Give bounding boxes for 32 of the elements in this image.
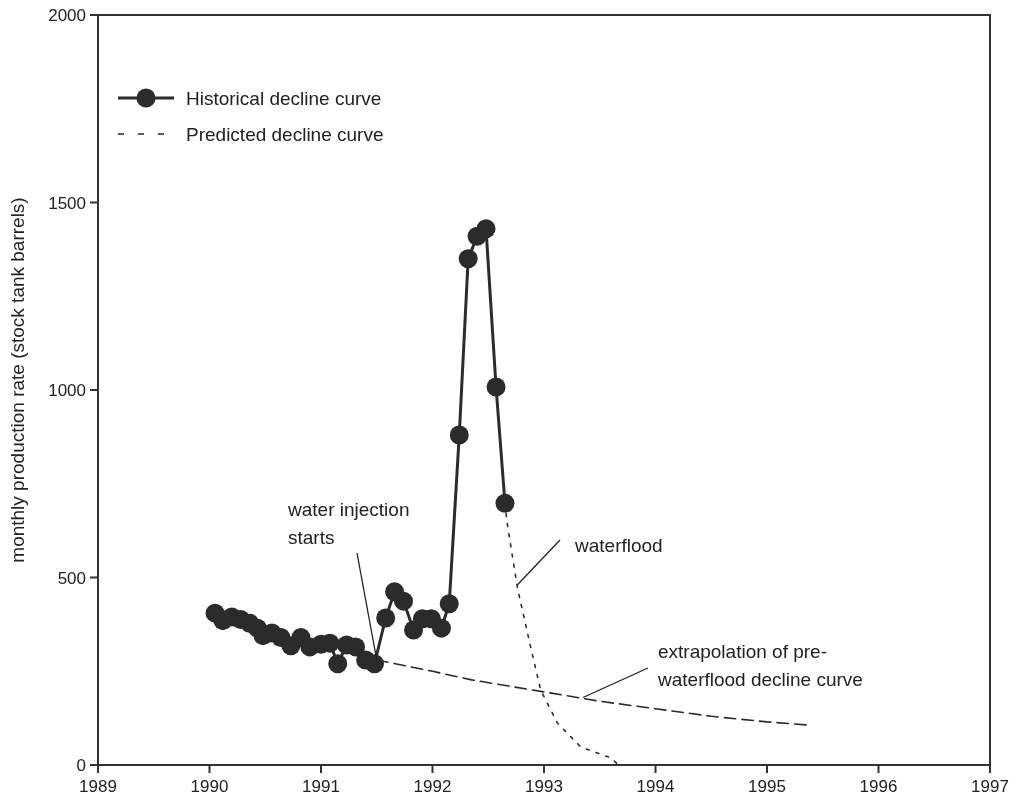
- point: [495, 493, 515, 513]
- point: [365, 654, 385, 674]
- y-tick-label: 1500: [48, 193, 86, 213]
- point: [376, 608, 396, 628]
- y-axis-title: monthly production rate (stock tank barrels): [7, 197, 28, 563]
- point: [449, 425, 469, 445]
- legend-label: Predicted decline curve: [186, 124, 384, 145]
- x-tick-label: 1994: [636, 777, 675, 796]
- annotation: water injection starts: [287, 499, 410, 548]
- legend-label: Historical decline curve: [186, 88, 382, 109]
- x-tick-label: 1991: [302, 777, 340, 796]
- x-tick-label: 1995: [748, 777, 786, 796]
- annotation: waterflood: [574, 535, 663, 556]
- x-tick-label: 1989: [79, 777, 117, 796]
- point: [394, 591, 414, 611]
- point: [476, 219, 496, 239]
- y-tick-label: 500: [57, 568, 86, 588]
- point: [439, 594, 459, 614]
- point: [458, 249, 478, 269]
- y-tick-label: 1000: [48, 381, 86, 400]
- x-tick-label: 1996: [859, 777, 898, 796]
- annotation: extrapolation of pre-waterflood decline curve: [657, 641, 863, 690]
- point: [431, 618, 451, 638]
- point: [486, 377, 506, 397]
- y-tick-label: 2000: [48, 6, 86, 25]
- x-tick-label: 1992: [413, 777, 452, 796]
- y-tick-label: 0: [76, 756, 86, 775]
- point: [346, 637, 366, 657]
- x-tick-label: 1997: [971, 777, 1009, 796]
- x-tick-label: 1990: [190, 777, 229, 796]
- point: [328, 654, 348, 674]
- x-tick-label: 1993: [525, 777, 563, 796]
